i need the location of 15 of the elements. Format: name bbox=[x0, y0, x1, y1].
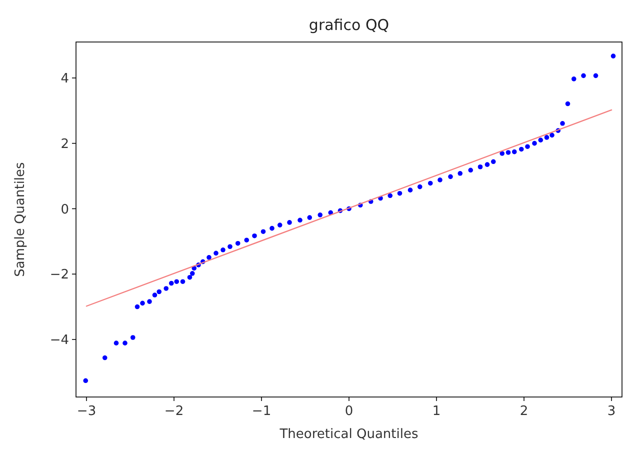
x-tick-label: 3 bbox=[607, 404, 616, 419]
y-tick-label: 2 bbox=[60, 136, 69, 152]
y-tick-label: 0 bbox=[60, 202, 69, 218]
x-tick-label: −3 bbox=[76, 404, 96, 419]
y-tick-label: −2 bbox=[50, 268, 69, 283]
chart-title: grafico QQ bbox=[308, 16, 390, 34]
x-tick-label: 0 bbox=[344, 404, 354, 419]
y-axis-title: Sample Quantiles bbox=[13, 162, 28, 277]
y-tick-label: −4 bbox=[50, 333, 69, 348]
x-axis-title: Theoretical Quantiles bbox=[278, 427, 418, 442]
y-tick-label: 4 bbox=[60, 72, 69, 87]
x-tick-label: 1 bbox=[432, 404, 441, 419]
x-tick-label: −2 bbox=[164, 404, 184, 419]
x-tick-label: 2 bbox=[520, 404, 528, 419]
x-tick-label: −1 bbox=[252, 404, 272, 419]
